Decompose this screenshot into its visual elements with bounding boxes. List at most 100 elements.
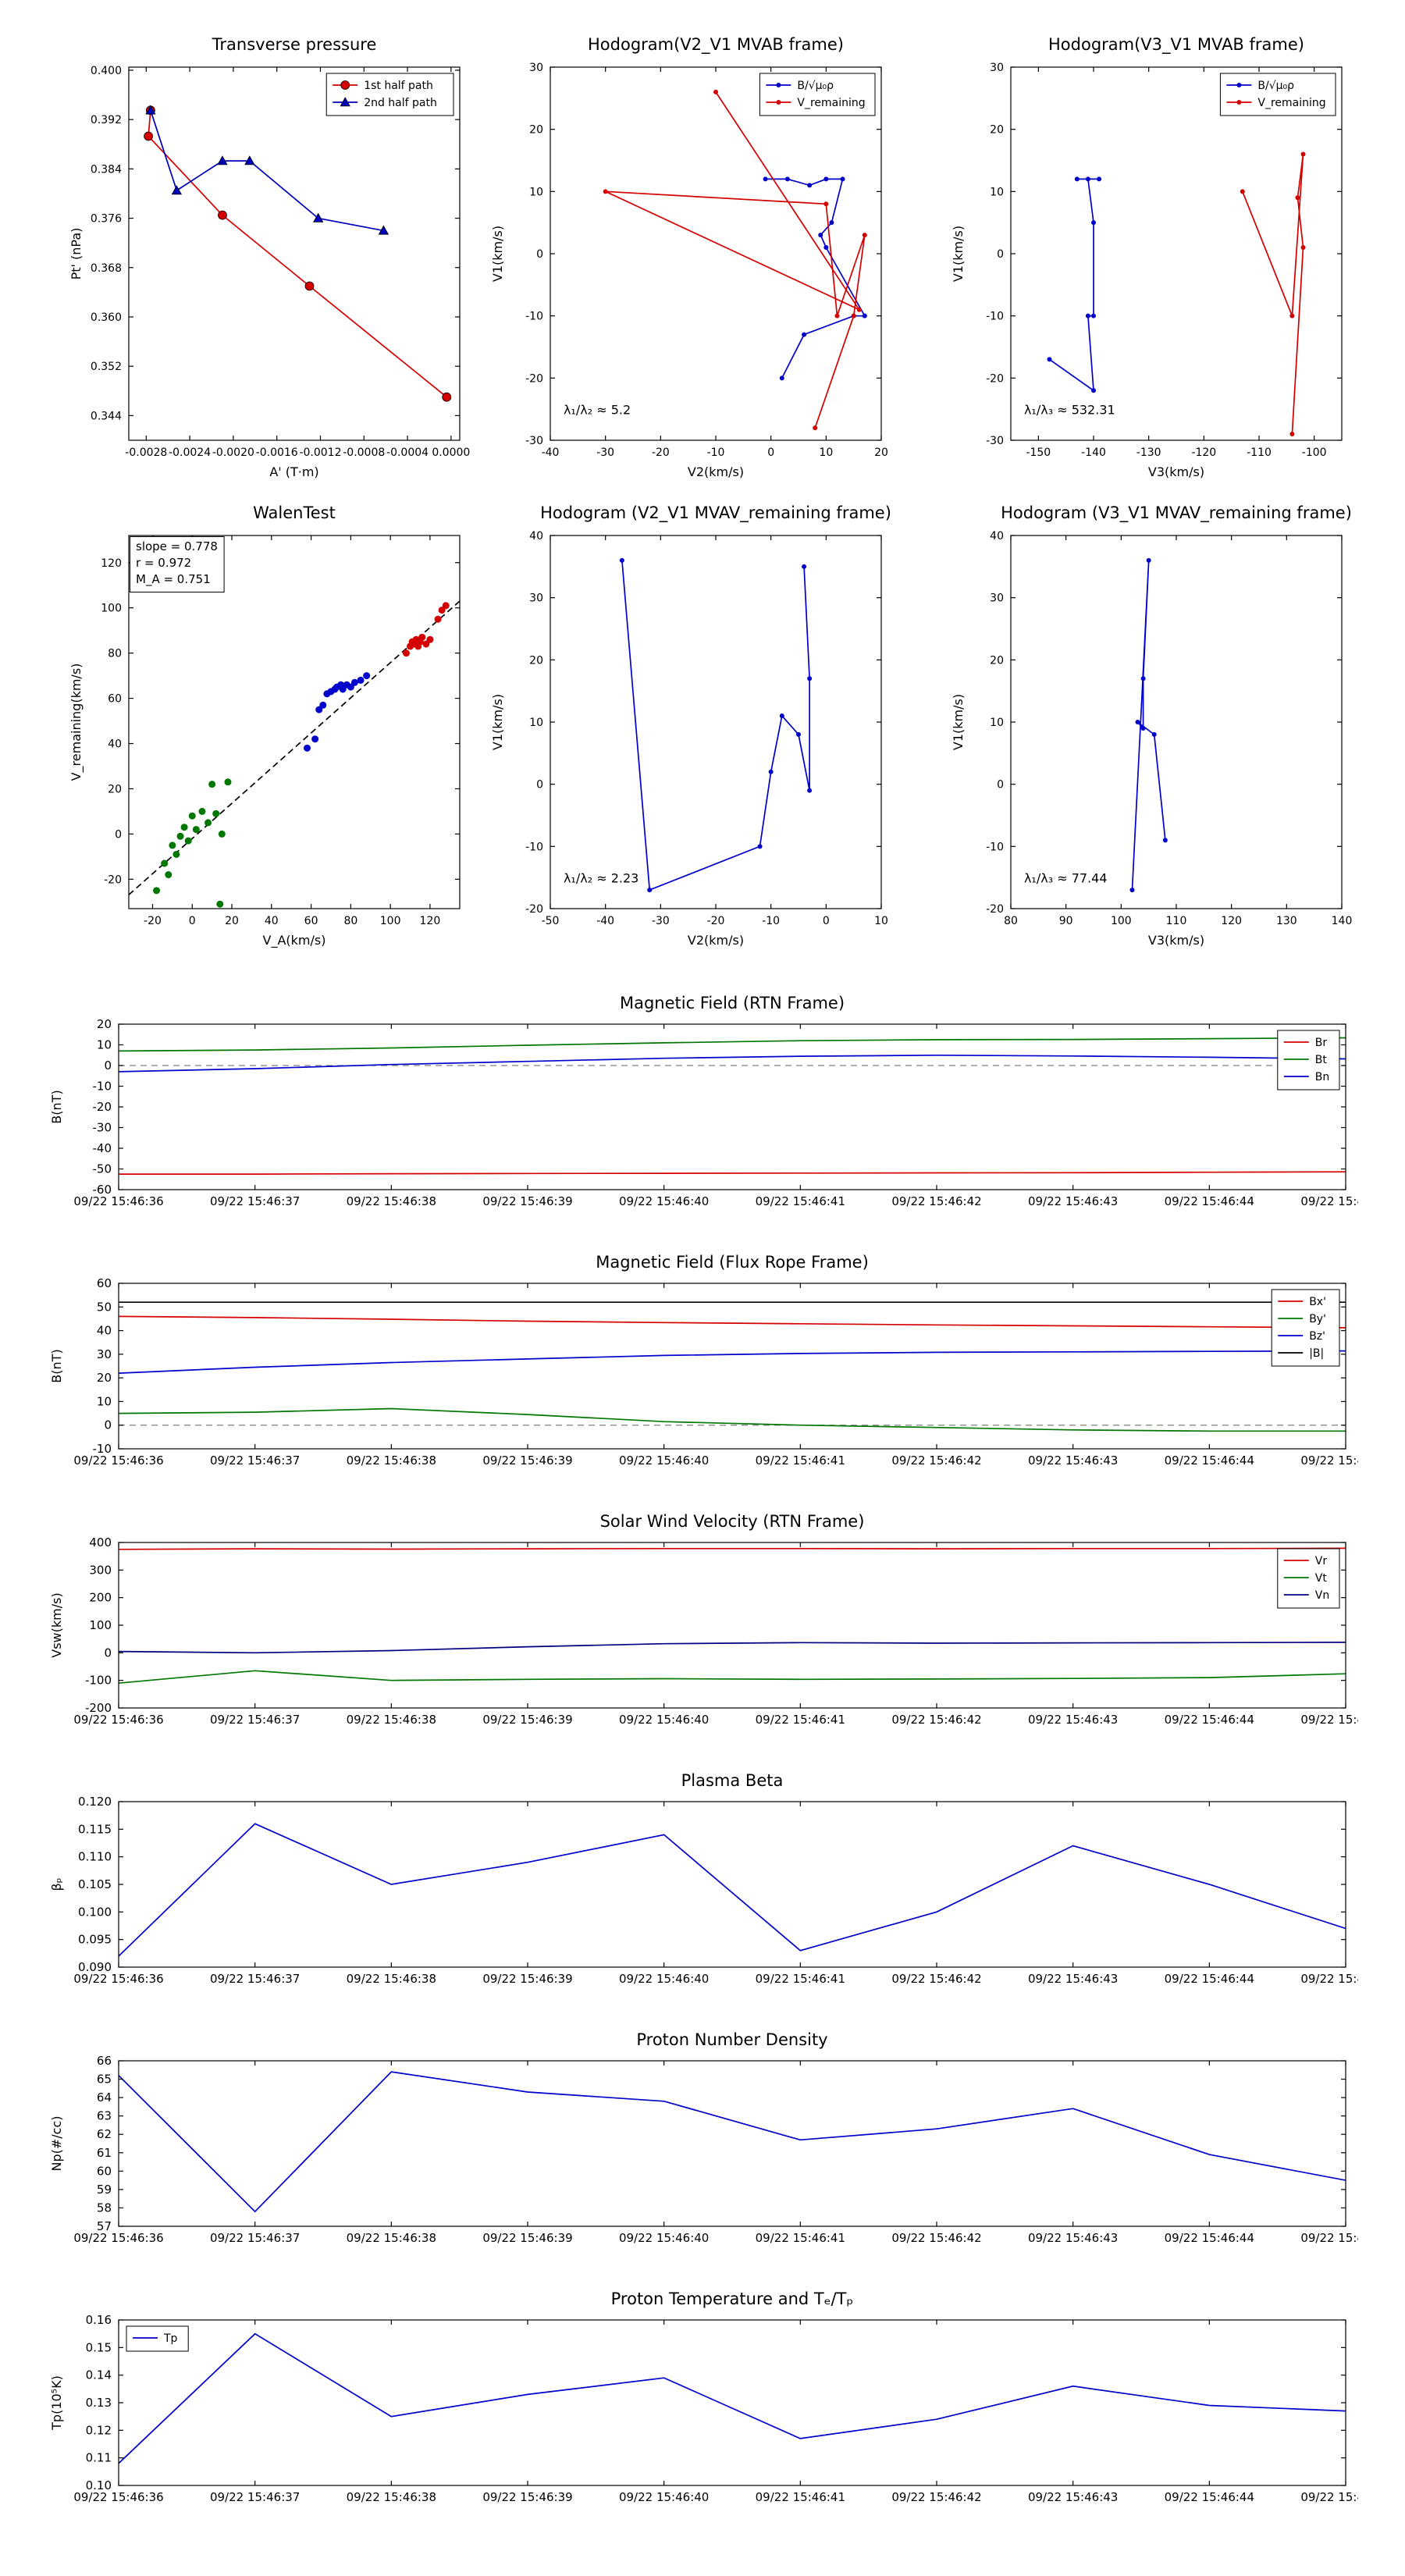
svg-text:09/22 15:46:45: 09/22 15:46:45	[1300, 1453, 1358, 1468]
svg-text:80: 80	[108, 648, 122, 660]
chart-title: WalenTest	[253, 503, 336, 522]
svg-text:10: 10	[990, 186, 1004, 198]
svg-text:0.16: 0.16	[86, 2313, 112, 2327]
svg-text:09/22 15:46:38: 09/22 15:46:38	[347, 2490, 436, 2504]
chart-magnetic-field-flux-rope: Magnetic Field (Flux Rope Frame) 09/22 1…	[47, 1249, 1358, 1483]
svg-text:-10: -10	[986, 311, 1004, 323]
svg-text:09/22 15:46:39: 09/22 15:46:39	[482, 1713, 572, 1727]
svg-text:-0.0016: -0.0016	[256, 447, 298, 459]
svg-text:09/22 15:46:37: 09/22 15:46:37	[210, 1972, 300, 1986]
svg-text:0.14: 0.14	[86, 2368, 112, 2382]
chart-hodogram-v2v1-mvav: Hodogram (V2_V1 MVAV_remaining frame) -5…	[488, 500, 894, 952]
svg-text:20: 20	[529, 654, 543, 667]
svg-text:-30: -30	[986, 435, 1004, 447]
svg-text:0.120: 0.120	[78, 1795, 112, 1809]
svg-text:0.376: 0.376	[91, 213, 122, 226]
svg-text:58: 58	[97, 2201, 112, 2215]
svg-text:09/22 15:46:44: 09/22 15:46:44	[1165, 1713, 1254, 1727]
svg-text:09/22 15:46:43: 09/22 15:46:43	[1028, 1194, 1118, 1208]
svg-text:09/22 15:46:38: 09/22 15:46:38	[347, 1194, 436, 1208]
svg-text:-40: -40	[93, 1141, 112, 1155]
svg-text:100: 100	[89, 1618, 112, 1632]
svg-text:09/22 15:46:41: 09/22 15:46:41	[756, 2231, 845, 2245]
svg-text:slope = 0.778: slope = 0.778	[136, 539, 218, 553]
solar-wind-velocity-plot: 09/22 15:46:36 09/22 15:46:37 09/22 15:46:…	[49, 1535, 1358, 1727]
svg-text:09/22 15:46:44: 09/22 15:46:44	[1165, 2231, 1254, 2245]
svg-text:10: 10	[97, 1038, 112, 1052]
svg-text:Np(#/cc): Np(#/cc)	[49, 2116, 64, 2172]
svg-text:10: 10	[874, 915, 888, 927]
svg-text:λ₁/λ₂ ≈ 2.23: λ₁/λ₂ ≈ 2.23	[564, 871, 638, 886]
svg-text:100: 100	[380, 915, 401, 927]
svg-text:09/22 15:46:45: 09/22 15:46:45	[1300, 1972, 1358, 1986]
svg-text:09/22 15:46:43: 09/22 15:46:43	[1028, 2231, 1118, 2245]
chart-proton-temperature: Proton Temperature and Tₑ/Tₚ 09/22 15:46…	[47, 2286, 1358, 2520]
svg-text:09/22 15:46:43: 09/22 15:46:43	[1028, 1972, 1118, 1986]
svg-text:-200: -200	[85, 1701, 112, 1715]
svg-text:|B|: |B|	[1309, 1347, 1324, 1360]
svg-text:-110: -110	[1247, 447, 1272, 459]
svg-text:09/22 15:46:44: 09/22 15:46:44	[1165, 1453, 1254, 1468]
svg-text:57: 57	[97, 2219, 112, 2233]
svg-text:120: 120	[101, 557, 122, 570]
svg-text:140: 140	[1332, 915, 1353, 927]
svg-text:0.384: 0.384	[91, 163, 122, 176]
svg-text:-0.0024: -0.0024	[169, 447, 211, 459]
svg-text:09/22 15:46:36: 09/22 15:46:36	[73, 1972, 163, 1986]
hodogram-v2v1-mvav-plot: -50 -40 -30 -20 -10 0 10 -20 -10 0 10 20 30 40 V2(km/s…	[490, 530, 888, 948]
svg-text:-0.0004: -0.0004	[386, 447, 429, 459]
svg-text:09/22 15:46:40: 09/22 15:46:40	[619, 1713, 709, 1727]
svg-text:B/√μ₀ρ: B/√μ₀ρ	[797, 80, 834, 92]
svg-text:-20: -20	[525, 903, 543, 916]
svg-text:-10: -10	[986, 841, 1004, 853]
svg-text:30: 30	[529, 592, 543, 605]
proton-temperature-plot: 09/22 15:46:36 09/22 15:46:37 09/22 15:46:…	[49, 2313, 1358, 2504]
svg-text:Tp(10⁵K): Tp(10⁵K)	[49, 2375, 64, 2431]
svg-text:09/22 15:46:38: 09/22 15:46:38	[347, 2231, 436, 2245]
svg-text:-100: -100	[85, 1674, 112, 1688]
svg-text:09/22 15:46:42: 09/22 15:46:42	[891, 1194, 981, 1208]
svg-text:-20: -20	[986, 903, 1004, 916]
svg-text:-40: -40	[542, 447, 560, 459]
svg-text:09/22 15:46:39: 09/22 15:46:39	[482, 1972, 572, 1986]
svg-text:-20: -20	[525, 372, 543, 385]
svg-text:0.110: 0.110	[78, 1850, 112, 1864]
svg-text:M_A = 0.751: M_A = 0.751	[136, 572, 211, 587]
svg-text:0: 0	[104, 1059, 112, 1073]
svg-text:09/22 15:46:36: 09/22 15:46:36	[73, 1453, 163, 1468]
svg-text:-40: -40	[596, 915, 614, 927]
hodogram-v3v1-mvab-plot: -150 -140 -130 -120 -110 -100-30-20-100102030…	[951, 62, 1343, 479]
svg-text:-130: -130	[1136, 447, 1161, 459]
svg-text:20: 20	[990, 654, 1004, 667]
svg-text:-50: -50	[93, 1162, 112, 1176]
svg-text:09/22 15:46:45: 09/22 15:46:45	[1300, 1713, 1358, 1727]
svg-text:Pt' (nPa): Pt' (nPa)	[69, 228, 84, 280]
svg-text:Vr: Vr	[1315, 1555, 1328, 1567]
hodogram-v3v1-mvav-plot: 80 90 100 110 120 130 140 -20 -10 0 10 20 30 40 V3(km/…	[951, 530, 1353, 948]
svg-text:09/22 15:46:43: 09/22 15:46:43	[1028, 1713, 1118, 1727]
svg-text:09/22 15:46:42: 09/22 15:46:42	[891, 1453, 981, 1468]
svg-text:09/22 15:46:43: 09/22 15:46:43	[1028, 2490, 1118, 2504]
svg-text:0.105: 0.105	[78, 1877, 112, 1891]
svg-text:βₚ: βₚ	[49, 1877, 64, 1891]
svg-text:B(nT): B(nT)	[49, 1349, 64, 1382]
svg-text:0.400: 0.400	[91, 65, 122, 77]
svg-text:20: 20	[97, 1371, 112, 1385]
svg-text:-0.0028: -0.0028	[125, 447, 167, 459]
svg-text:09/22 15:46:39: 09/22 15:46:39	[482, 2490, 572, 2504]
svg-text:09/22 15:46:38: 09/22 15:46:38	[347, 1972, 436, 1986]
svg-text:40: 40	[265, 915, 279, 927]
svg-text:V_remaining: V_remaining	[1257, 97, 1325, 109]
svg-text:09/22 15:46:41: 09/22 15:46:41	[756, 1194, 845, 1208]
svg-text:20: 20	[529, 124, 543, 137]
svg-text:09/22 15:46:45: 09/22 15:46:45	[1300, 1194, 1358, 1208]
svg-text:09/22 15:46:41: 09/22 15:46:41	[756, 1453, 845, 1468]
svg-text:63: 63	[97, 2109, 112, 2123]
svg-text:-20: -20	[104, 873, 122, 886]
svg-text:-0.0020: -0.0020	[212, 447, 254, 459]
svg-text:-10: -10	[93, 1442, 112, 1456]
svg-text:-10: -10	[525, 311, 543, 323]
svg-text:10: 10	[529, 186, 543, 198]
svg-text:40: 40	[990, 530, 1004, 543]
